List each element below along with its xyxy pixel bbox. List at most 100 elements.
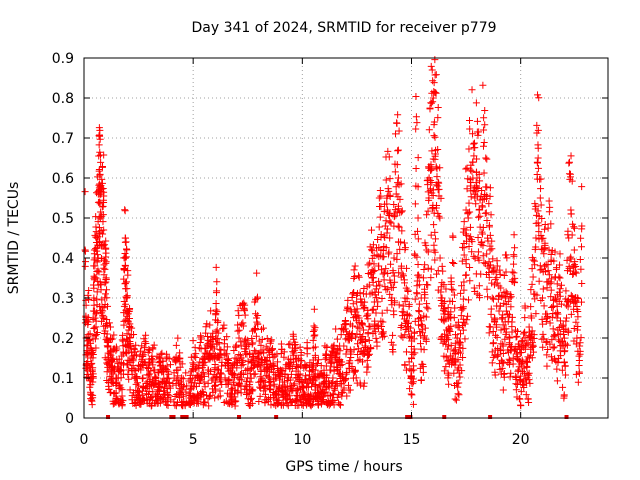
data-point bbox=[211, 361, 219, 369]
data-point bbox=[123, 278, 131, 286]
data-point bbox=[544, 267, 552, 275]
data-point bbox=[119, 331, 127, 339]
data-point bbox=[359, 358, 367, 366]
data-point bbox=[459, 354, 467, 362]
data-point bbox=[376, 186, 384, 194]
data-point bbox=[138, 375, 146, 383]
data-point bbox=[553, 365, 561, 373]
data-point bbox=[123, 285, 131, 293]
data-point bbox=[81, 262, 89, 270]
data-point bbox=[232, 343, 240, 351]
data-point bbox=[250, 325, 258, 333]
data-point bbox=[501, 335, 509, 343]
data-point bbox=[368, 306, 376, 314]
data-point bbox=[485, 221, 493, 229]
data-point bbox=[437, 297, 445, 305]
data-point bbox=[126, 386, 134, 394]
data-point bbox=[189, 337, 197, 345]
data-point bbox=[307, 391, 315, 399]
data-point bbox=[248, 334, 256, 342]
data-point bbox=[411, 349, 419, 357]
data-point bbox=[417, 317, 425, 325]
data-point bbox=[459, 326, 467, 334]
data-point bbox=[117, 399, 125, 407]
y-tick-label: 0 bbox=[65, 411, 74, 427]
data-point bbox=[259, 324, 267, 332]
data-point bbox=[329, 390, 337, 398]
data-point bbox=[450, 314, 458, 322]
data-point bbox=[563, 341, 571, 349]
data-point bbox=[486, 192, 494, 200]
data-point bbox=[469, 158, 477, 166]
data-point bbox=[560, 334, 568, 342]
data-point bbox=[478, 187, 486, 195]
data-point bbox=[542, 338, 550, 346]
data-point bbox=[179, 383, 187, 391]
data-point bbox=[474, 131, 482, 139]
data-point bbox=[348, 363, 356, 371]
data-point bbox=[392, 130, 400, 138]
data-point bbox=[455, 391, 463, 399]
data-point bbox=[472, 179, 480, 187]
data-point bbox=[380, 232, 388, 240]
data-point bbox=[252, 332, 260, 340]
data-point bbox=[459, 303, 467, 311]
data-point bbox=[266, 382, 274, 390]
data-point bbox=[444, 304, 452, 312]
data-point bbox=[537, 201, 545, 209]
data-point bbox=[497, 284, 505, 292]
data-point bbox=[255, 398, 263, 406]
data-point bbox=[293, 385, 301, 393]
data-point bbox=[348, 331, 356, 339]
data-point bbox=[464, 312, 472, 320]
data-point bbox=[541, 225, 549, 233]
data-point bbox=[90, 324, 98, 332]
data-point bbox=[390, 307, 398, 315]
data-point bbox=[413, 119, 421, 127]
data-point bbox=[341, 317, 349, 325]
data-point bbox=[430, 132, 438, 140]
data-point bbox=[360, 305, 368, 313]
data-point bbox=[391, 168, 399, 176]
data-point bbox=[568, 231, 576, 239]
data-point bbox=[319, 397, 327, 405]
data-point bbox=[463, 185, 471, 193]
data-point bbox=[251, 326, 259, 334]
data-point bbox=[118, 392, 126, 400]
data-point bbox=[469, 130, 477, 138]
data-point bbox=[509, 354, 517, 362]
data-point bbox=[485, 329, 493, 337]
data-point bbox=[253, 355, 261, 363]
data-point bbox=[424, 248, 432, 256]
data-point bbox=[431, 248, 439, 256]
data-point bbox=[394, 202, 402, 210]
data-point bbox=[176, 363, 184, 371]
data-point bbox=[356, 337, 364, 345]
data-point bbox=[348, 294, 356, 302]
data-point bbox=[239, 370, 247, 378]
data-point bbox=[96, 126, 104, 134]
data-point bbox=[359, 302, 367, 310]
data-point bbox=[386, 234, 394, 242]
data-point bbox=[373, 342, 381, 350]
data-point bbox=[386, 175, 394, 183]
data-point bbox=[424, 264, 432, 272]
data-point bbox=[359, 326, 367, 334]
data-point bbox=[398, 308, 406, 316]
data-point bbox=[87, 381, 95, 389]
data-point bbox=[336, 401, 344, 409]
data-point bbox=[385, 209, 393, 217]
chart-title: Day 341 of 2024, SRMTID for receiver p77… bbox=[191, 20, 496, 36]
data-point bbox=[379, 318, 387, 326]
data-point bbox=[574, 322, 582, 330]
data-point bbox=[499, 349, 507, 357]
data-point bbox=[456, 341, 464, 349]
data-point bbox=[332, 325, 340, 333]
data-point bbox=[395, 223, 403, 231]
data-point bbox=[248, 399, 256, 407]
data-point bbox=[369, 278, 377, 286]
data-point bbox=[480, 114, 488, 122]
data-point bbox=[543, 351, 551, 359]
data-point bbox=[560, 348, 568, 356]
data-point bbox=[187, 367, 195, 375]
